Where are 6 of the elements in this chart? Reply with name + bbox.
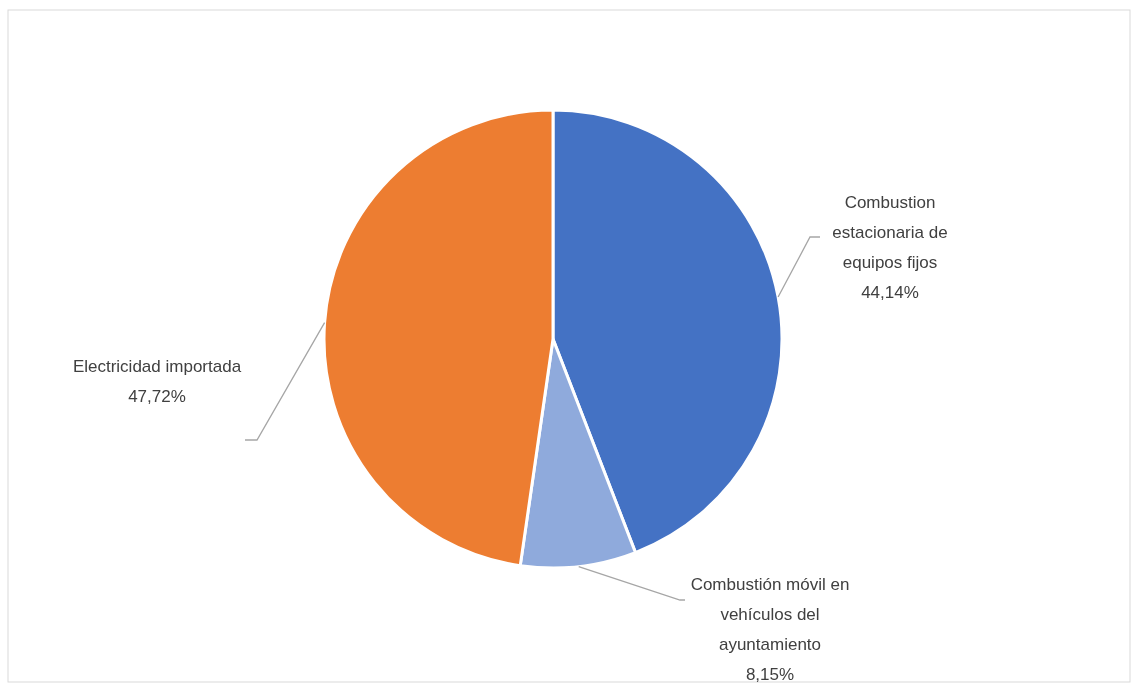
slice-label: Combustión móvil en vehículos del ayuntamiento bbox=[690, 575, 850, 654]
slice-label: Electricidad importada bbox=[72, 357, 242, 376]
slice-label: Combustion estacionaria de equipos fijos bbox=[832, 193, 948, 272]
data-label: 47,72% bbox=[128, 387, 186, 406]
data-label: 44,14% bbox=[861, 283, 919, 302]
data-label: 8,15% bbox=[745, 665, 795, 683]
